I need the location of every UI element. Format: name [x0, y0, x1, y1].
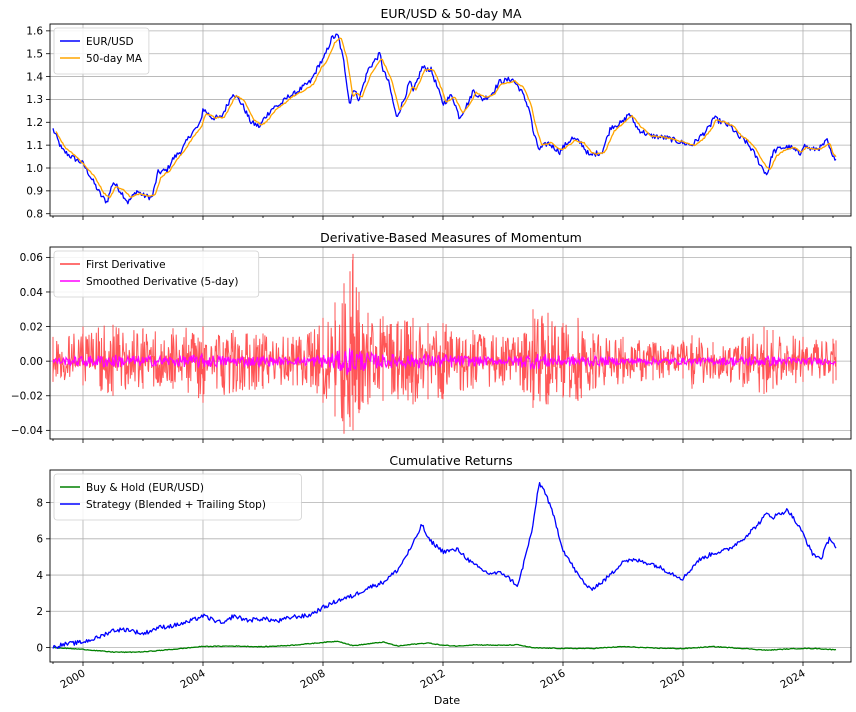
y-tick-label: 0.04: [20, 287, 44, 299]
y-tick-label: 1.3: [26, 94, 43, 106]
legend-label: Smoothed Derivative (5-day): [86, 276, 238, 288]
legend-box: [53, 473, 302, 521]
series-line-2-1: [52, 481, 837, 649]
y-tick-label: 2: [36, 606, 43, 618]
y-tick-label: 1.1: [26, 140, 43, 152]
legend: EUR/USD 50-day MA: [53, 27, 150, 75]
y-tick-label: 0: [36, 642, 43, 654]
plot-area: [52, 33, 837, 205]
x-tick-label: 2008: [298, 667, 327, 691]
axes-frame: [49, 23, 852, 217]
y-tick-label: 1.4: [26, 71, 43, 83]
y-tick-label: 1.5: [26, 49, 43, 61]
panel-momentum: Derivative-Based Measures of Momentum −0…: [11, 230, 852, 443]
panel-2-title: Cumulative Returns: [389, 453, 512, 468]
legend-label: First Derivative: [86, 259, 166, 271]
axes-frame: [49, 469, 852, 663]
axes-frame: [49, 246, 852, 440]
series-line-0-0: [52, 33, 837, 205]
y-tick-label: 0.00: [20, 356, 43, 368]
legend-label: Buy & Hold (EUR/USD): [86, 482, 204, 494]
y-tick-label: 1.2: [26, 117, 43, 129]
y-tick-label: 8: [36, 497, 43, 509]
x-tick-label: 2016: [538, 667, 567, 691]
series-line-2-0: [52, 640, 837, 654]
plot-area: [52, 253, 837, 434]
x-tick-label: 2000: [58, 667, 87, 691]
y-tick-label: 0.8: [26, 209, 43, 221]
legend-box: [53, 250, 260, 298]
y-tick-label: 0.9: [26, 186, 43, 198]
series-line-0-1: [55, 37, 837, 199]
series-smoothed-derivative-line: [52, 348, 837, 375]
x-tick-label: 2004: [178, 667, 207, 691]
grid-lines: [50, 24, 851, 216]
x-tick-label: 2020: [658, 667, 687, 691]
legend-label: 50-day MA: [86, 53, 143, 65]
y-tick-label: 1.0: [26, 163, 43, 175]
legend-box: [53, 27, 150, 75]
y-tick-label: 0.02: [20, 321, 43, 333]
panel-1-title: Derivative-Based Measures of Momentum: [320, 230, 582, 245]
panel-exchange-rate: EUR/USD & 50-day MA 0.8 0.9 1.0 1.1 1.2 1.3 1.…: [26, 6, 852, 221]
legend-label: Strategy (Blended + Trailing Stop): [86, 499, 266, 511]
x-tick-label: 2012: [418, 667, 447, 691]
panel-0-title: EUR/USD & 50-day MA: [380, 6, 522, 21]
y-tick-label: −0.04: [11, 425, 43, 437]
legend: Buy & Hold (EUR/USD) Strategy (Blended + …: [53, 473, 302, 521]
y-tick-label: −0.02: [11, 391, 43, 403]
panel-cumulative-returns: Cumulative Returns Date 0 2 4 6 8 2000 2004 200…: [36, 453, 852, 707]
legend: First Derivative Smoothed Derivative (5-d…: [53, 250, 260, 298]
x-axis-label: Date: [434, 694, 461, 707]
plot-area: [52, 481, 837, 654]
y-tick-label: 4: [36, 570, 43, 582]
x-tick-label: 2024: [778, 667, 807, 691]
legend-label: EUR/USD: [86, 36, 134, 48]
y-tick-label: 6: [36, 534, 43, 546]
y-tick-label: 0.06: [20, 252, 44, 264]
y-tick-label: 1.6: [26, 26, 43, 38]
